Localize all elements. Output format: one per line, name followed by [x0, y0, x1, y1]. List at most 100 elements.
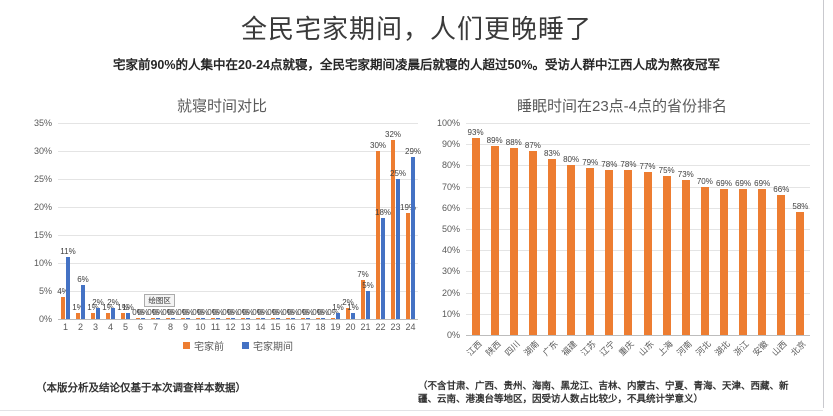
- bar-slot: 2%: [92, 123, 104, 319]
- data-label: 0%: [212, 308, 224, 317]
- bar: [76, 313, 80, 319]
- y-axis-tick-label: 60%: [441, 202, 460, 213]
- data-label: 11%: [60, 247, 76, 257]
- data-label: 7%: [357, 269, 369, 279]
- left-chart-legend: 宅家前 宅家期间: [58, 338, 418, 353]
- x-axis-label: 5: [122, 322, 128, 332]
- data-label: 66%: [773, 185, 790, 195]
- bar: [381, 218, 385, 319]
- bar-group: 4% 11%: [57, 123, 76, 319]
- bar-slot: 0%: [272, 123, 284, 319]
- x-axis-tick: 辽宁: [598, 335, 619, 371]
- y-axis-tick-label: 70%: [441, 181, 460, 192]
- gridline: [58, 179, 418, 180]
- bar: [681, 180, 690, 335]
- x-axis-label: 6: [137, 322, 143, 332]
- bar-group: 0% 0%: [222, 123, 239, 319]
- data-label: 0%: [197, 308, 209, 317]
- bar-slot: 0%: [242, 123, 254, 319]
- data-label: 87%: [524, 140, 541, 150]
- x-axis-tick: 湖南: [522, 335, 542, 371]
- x-axis-label: 17: [300, 322, 311, 332]
- x-axis-label: 安徽: [750, 338, 770, 358]
- bar-slot: 0%: [167, 123, 179, 319]
- data-label: 78%: [601, 159, 618, 169]
- gridline: [466, 250, 810, 252]
- bar-group: 69%: [753, 123, 772, 335]
- data-label: 30%: [369, 141, 387, 150]
- gridline: [466, 186, 810, 188]
- x-axis-label: 四川: [502, 338, 522, 358]
- bar-slot: 0%: [182, 123, 194, 319]
- bar: [171, 318, 175, 319]
- bar: [366, 291, 370, 319]
- bar: [396, 179, 400, 319]
- bar: [166, 318, 170, 319]
- bar-slot: 73%: [678, 123, 694, 335]
- y-axis-tick-label: 15%: [33, 230, 52, 240]
- bar-group: 0% 0%: [282, 123, 299, 319]
- data-label: 0%: [242, 308, 254, 317]
- data-label: 32%: [384, 129, 402, 139]
- data-label: 0%: [222, 308, 234, 317]
- bar: [301, 318, 305, 319]
- x-axis-label: 山西: [769, 338, 790, 358]
- y-axis-tick-label: 0%: [38, 314, 52, 324]
- right-plot-wrap: 100% 90% 80% 70% 60% 50% 40% 30% 20% 10% 0% 93% 89%…: [434, 118, 810, 340]
- bar-group: 19% 29%: [400, 123, 421, 319]
- data-label: 25%: [389, 169, 407, 178]
- bar-group: 1% 2%: [102, 123, 119, 319]
- x-axis-tick: 陕西: [483, 335, 504, 371]
- bar-group: 83%: [542, 123, 561, 335]
- y-axis-tick-label: 90%: [441, 139, 460, 150]
- bar-slot: 1%: [122, 123, 134, 319]
- bar-group: 58%: [791, 123, 810, 335]
- data-label: 0%: [237, 308, 249, 317]
- x-axis-label: 21: [360, 322, 371, 332]
- gridline: [58, 319, 418, 320]
- data-label: 0%: [267, 308, 279, 317]
- bar-slot: 25%: [390, 123, 406, 319]
- bar-slot: 0%: [162, 123, 174, 319]
- data-label: 0%: [162, 308, 174, 317]
- bar: [547, 159, 556, 335]
- bar: [346, 307, 350, 319]
- bar: [106, 313, 110, 319]
- x-axis-label: 湖北: [712, 338, 732, 358]
- gridline: [58, 207, 418, 208]
- data-label: 93%: [467, 127, 484, 137]
- bar-slot: 78%: [620, 123, 636, 335]
- bar: [226, 318, 230, 319]
- bar-group: 93%: [466, 123, 485, 335]
- x-axis-tick: 四川: [502, 335, 523, 371]
- y-axis-tick-label: 10%: [33, 258, 52, 268]
- data-label: 0%: [152, 308, 164, 317]
- bar: [700, 186, 709, 335]
- charts-row: 就寝时间对比 35% 30% 25% 20% 15% 10% 5% 0% 4% 11% 1% 6% 1…: [0, 98, 833, 371]
- x-axis-label: 24: [405, 322, 416, 332]
- x-axis-label: 陕西: [483, 338, 503, 358]
- data-label: 88%: [505, 138, 522, 148]
- data-label: 69%: [715, 178, 732, 188]
- data-label: 0%: [312, 308, 324, 317]
- bar-slot: 0%: [152, 123, 164, 319]
- bar-slot: 58%: [792, 123, 808, 335]
- y-axis-tick-label: 35%: [33, 118, 52, 128]
- bar: [96, 307, 100, 319]
- x-axis-label: 山东: [636, 338, 656, 358]
- bar: [291, 318, 295, 319]
- bar: [624, 169, 633, 335]
- bar-slot: 0%: [237, 123, 249, 319]
- bar: [316, 318, 320, 319]
- left-chart-title: 就寝时间对比: [176, 98, 267, 115]
- bar-slot: 70%: [697, 123, 713, 335]
- bar: [306, 318, 310, 319]
- gridline: [466, 165, 810, 167]
- bar-group: 89%: [485, 123, 504, 335]
- bar: [361, 279, 365, 319]
- bar-slot: 69%: [735, 123, 751, 335]
- data-label: 70%: [696, 176, 713, 186]
- data-label: 78%: [620, 159, 637, 169]
- bar: [605, 169, 614, 335]
